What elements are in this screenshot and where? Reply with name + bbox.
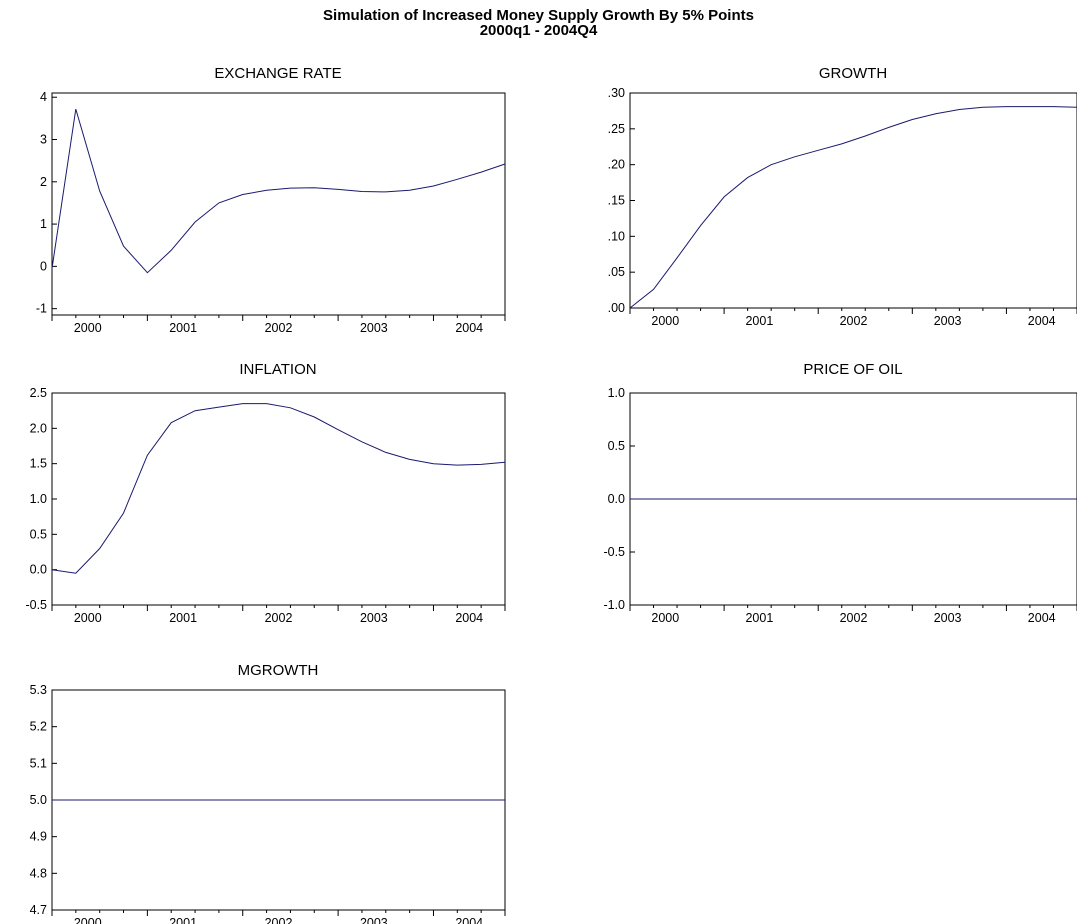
y-tick-label: 5.2 (30, 720, 47, 734)
y-tick-label: 0.5 (30, 527, 47, 541)
x-tick-label: 2003 (934, 611, 962, 625)
y-tick-label: 2.5 (30, 386, 47, 400)
y-tick-label: 4.9 (30, 830, 47, 844)
y-tick-label: 3 (40, 133, 47, 147)
y-tick-label: 5.0 (30, 793, 47, 807)
x-tick-label: 2004 (1028, 611, 1056, 625)
x-tick-label: 2003 (360, 916, 388, 924)
x-tick-label: 2002 (840, 611, 868, 625)
y-tick-label: .00 (608, 301, 625, 315)
y-tick-label: -0.5 (603, 545, 625, 559)
y-tick-label: 1.0 (608, 386, 625, 400)
x-tick-label: 2002 (265, 916, 293, 924)
panel-title: PRICE OF OIL (803, 361, 902, 378)
chart-panel-mgrowth: MGROWTH 5.3 5.2 5.1 5.0 4.9 4.8 4.7 2000 2001 2002… (30, 662, 506, 924)
x-tick-label: 2003 (360, 611, 388, 625)
y-tick-label: 1 (40, 217, 47, 231)
series-line (51, 108, 506, 274)
x-tick-label: 2000 (74, 321, 102, 335)
y-tick-label: -1.0 (603, 598, 625, 612)
x-tick-label: 2001 (169, 916, 197, 924)
y-tick-label: .10 (608, 229, 625, 243)
y-tick-label: 5.3 (30, 683, 47, 697)
y-tick-label: 2 (40, 175, 47, 189)
panel-title: GROWTH (819, 65, 887, 82)
y-tick-label: 1.0 (30, 492, 47, 506)
plot-frame (51, 392, 506, 606)
chart-panel-growth: GROWTH .30 .25 .20 .15 .10 .05 .00 2000 2001 2002 2… (608, 65, 1077, 328)
y-tick-label: 4.8 (30, 866, 47, 880)
x-tick-label: 2004 (455, 321, 483, 335)
y-tick-label: 2.0 (30, 421, 47, 435)
x-tick-label: 2001 (169, 321, 197, 335)
x-tick-label: 2004 (455, 916, 483, 924)
x-tick-label: 2002 (840, 314, 868, 328)
chart-panel-exchange-rate: EXCHANGE RATE 4 3 2 1 0 -1 2000 2001 2002 2003 2004 (36, 65, 506, 335)
y-tick-label: 0.0 (608, 492, 625, 506)
x-tick-label: 2001 (745, 611, 773, 625)
plot-frame (629, 92, 1077, 309)
y-tick-label: -1 (36, 302, 47, 316)
y-tick-label: 5.1 (30, 756, 47, 770)
x-tick-label: 2000 (651, 611, 679, 625)
x-tick-label: 2002 (265, 321, 293, 335)
panel-title: INFLATION (239, 361, 316, 378)
y-tick-label: 0.5 (608, 439, 625, 453)
y-tick-label: .30 (608, 86, 625, 100)
panel-title: EXCHANGE RATE (214, 65, 341, 82)
chart-subtitle: 2000q1 - 2004Q4 (479, 22, 598, 39)
y-tick-label: .25 (608, 122, 625, 136)
x-tick-label: 2003 (934, 314, 962, 328)
x-tick-label: 2000 (74, 916, 102, 924)
x-tick-label: 2002 (265, 611, 293, 625)
x-tick-label: 2000 (651, 314, 679, 328)
chart-panel-inflation: INFLATION 2.5 2.0 1.5 1.0 0.5 0.0 -0.5 2000 2001 2… (25, 361, 506, 625)
x-tick-label: 2000 (74, 611, 102, 625)
y-tick-label: 0 (40, 259, 47, 273)
y-tick-label: .05 (608, 265, 625, 279)
y-tick-label: .20 (608, 158, 625, 172)
y-tick-label: 1.5 (30, 457, 47, 471)
x-tick-label: 2003 (360, 321, 388, 335)
series-line (51, 403, 506, 574)
panel-title: MGROWTH (238, 662, 319, 679)
x-tick-label: 2001 (745, 314, 773, 328)
x-tick-label: 2001 (169, 611, 197, 625)
x-tick-label: 2004 (1028, 314, 1056, 328)
y-tick-label: 4 (40, 90, 47, 104)
x-tick-label: 2004 (455, 611, 483, 625)
series-line (629, 106, 1077, 309)
y-tick-label: .15 (608, 194, 625, 208)
y-tick-label: 4.7 (30, 903, 47, 917)
plot-frame (51, 92, 506, 316)
chart-title: Simulation of Increased Money Supply Gro… (323, 7, 754, 24)
figure-title: Simulation of Increased Money Supply Gro… (0, 8, 1077, 38)
y-tick-label: -0.5 (25, 598, 47, 612)
chart-panel-price-of-oil: PRICE OF OIL 1.0 0.5 0.0 -0.5 -1.0 2000 2001 200… (603, 361, 1077, 625)
y-tick-label: 0.0 (30, 563, 47, 577)
